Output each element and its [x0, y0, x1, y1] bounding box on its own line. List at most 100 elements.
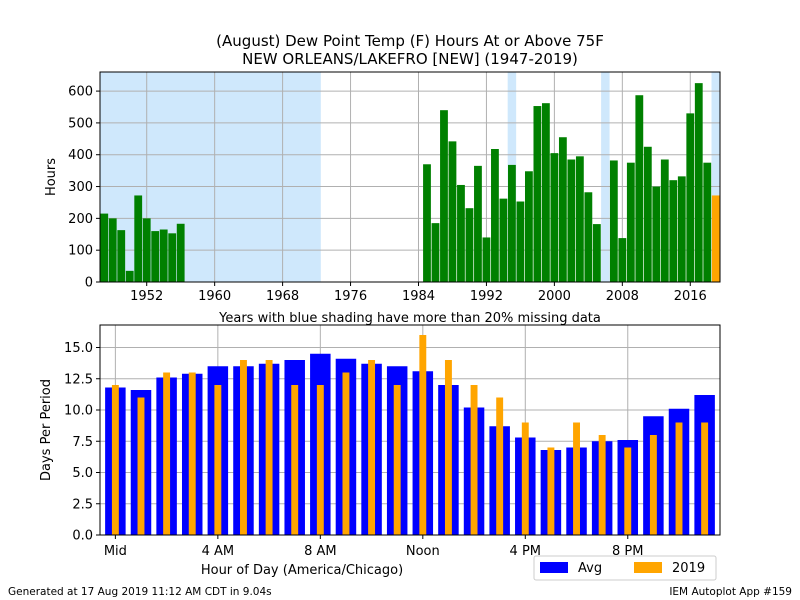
year-2019-bar-hour-22 — [675, 422, 683, 535]
year-bar-1952 — [142, 218, 151, 282]
year-bar-2016 — [686, 113, 695, 282]
top-xtick-label-2016: 2016 — [674, 289, 707, 304]
bottom-ytick-label-12.5: 12.5 — [64, 372, 93, 387]
bottom-xtick-label-16: 4 PM — [510, 544, 541, 559]
bottom-y-axis-label: Days Per Period — [39, 379, 54, 481]
year-2019-bar-hour-7 — [291, 385, 299, 535]
year-bar-2019 — [711, 195, 720, 282]
top-ytick-label-300: 300 — [68, 180, 93, 195]
missing-data-note: Years with blue shading have more than 2… — [218, 311, 601, 326]
year-bar-1994 — [499, 198, 508, 282]
year-bar-1997 — [524, 171, 533, 282]
top-ytick-label-600: 600 — [68, 85, 93, 100]
year-2019-bar-hour-19 — [598, 435, 606, 535]
year-bar-1992 — [482, 237, 491, 282]
year-bar-2000 — [550, 153, 559, 282]
year-bar-2018 — [703, 162, 712, 282]
bottom-ytick-label-10.0: 10.0 — [64, 404, 93, 419]
year-bar-1999 — [541, 103, 550, 282]
year-bar-1985 — [423, 164, 431, 282]
top-xtick-label-1992: 1992 — [470, 289, 503, 304]
year-bar-2007 — [609, 160, 618, 282]
year-2019-bar-hour-5 — [240, 360, 247, 535]
year-bar-1954 — [159, 229, 168, 282]
top-xtick-label-1968: 1968 — [266, 289, 299, 304]
bottom-ytick-label-2.5: 2.5 — [72, 497, 93, 512]
legend-label-2019: 2019 — [672, 561, 705, 576]
top-ytick-label-200: 200 — [68, 212, 93, 227]
year-bar-2008 — [618, 238, 627, 282]
year-bar-2012 — [652, 186, 661, 282]
legend: Avg 2019 — [533, 555, 717, 581]
top-xtick-label-1960: 1960 — [198, 289, 231, 304]
year-bar-1948 — [108, 218, 117, 282]
year-bar-1949 — [117, 230, 126, 282]
bottom-ytick-label-15.0: 15.0 — [64, 341, 93, 356]
year-2019-bar-hour-10 — [368, 360, 376, 535]
year-bar-2003 — [575, 156, 584, 282]
year-bar-1947 — [100, 213, 109, 282]
shaded-range-3 — [711, 72, 720, 282]
bottom-x-ticks: Mid 4 AM 8 AM Noon 4 PM 8 PM — [104, 535, 644, 559]
bottom-ytick-label-5.0: 5.0 — [72, 466, 93, 481]
year-bar-2013 — [660, 159, 669, 282]
top-ytick-label-0: 0 — [85, 276, 93, 291]
year-bar-2011 — [643, 146, 652, 282]
year-2019-bar-hour-20 — [624, 447, 632, 535]
year-2019-bar-hour-16 — [521, 422, 529, 535]
top-ytick-label-100: 100 — [68, 244, 93, 259]
top-chart: 1952 1960 1968 1976 1984 1992 2000 2008 2016 0 10… — [44, 71, 721, 326]
bottom-xtick-label-20: 8 PM — [612, 544, 643, 559]
top-xtick-label-1952: 1952 — [130, 289, 163, 304]
year-bar-1990 — [465, 208, 474, 282]
year-bar-1951 — [134, 195, 143, 282]
chart-title: (August) Dew Point Temp (F) Hours At or … — [216, 32, 604, 50]
year-bar-2015 — [677, 176, 686, 282]
year-bar-1993 — [491, 149, 499, 282]
top-xtick-label-2008: 2008 — [606, 289, 639, 304]
year-bar-1955 — [168, 233, 177, 282]
bottom-x-axis-label: Hour of Day (America/Chicago) — [201, 563, 403, 578]
top-xtick-label-1976: 1976 — [334, 289, 367, 304]
year-bar-2001 — [558, 137, 567, 282]
year-bar-1986 — [431, 223, 440, 282]
year-2019-bar-hour-3 — [188, 372, 196, 535]
top-y-axis-label: Hours — [44, 158, 59, 196]
year-bar-2004 — [584, 192, 593, 282]
top-ytick-label-400: 400 — [68, 148, 93, 163]
bottom-xtick-label-12: Noon — [406, 544, 440, 559]
year-2019-bar-hour-0 — [111, 385, 119, 535]
legend-swatch-2019 — [634, 562, 662, 573]
year-2019-bar-hour-9 — [342, 372, 350, 535]
bottom-plot-frame — [99, 324, 721, 536]
year-2019-bar-hour-12 — [419, 335, 427, 535]
year-bar-2002 — [567, 159, 576, 282]
year-2019-bar-hour-13 — [444, 360, 452, 535]
year-bar-2014 — [669, 180, 678, 282]
year-bar-1950 — [125, 270, 134, 282]
legend-swatch-avg — [540, 562, 568, 573]
top-plot-frame — [99, 71, 721, 283]
year-2019-bar-hour-17 — [547, 447, 555, 535]
top-y-ticks: 0 100 200 300 400 500 600 — [68, 85, 100, 291]
year-bar-1988 — [448, 141, 457, 282]
year-2019-bar-hour-6 — [265, 360, 273, 535]
year-2019-bar-hour-14 — [470, 385, 478, 535]
chart-subtitle: NEW ORLEANS/LAKEFRO [NEW] (1947-2019) — [242, 50, 578, 68]
year-bar-1996 — [516, 201, 525, 282]
top-ytick-label-500: 500 — [68, 116, 93, 131]
year-bar-2017 — [694, 83, 703, 283]
year-2019-bar-hour-15 — [496, 397, 504, 535]
year-2019-bar-hour-23 — [701, 422, 709, 535]
footer-generated: Generated at 17 Aug 2019 11:12 AM CDT in… — [8, 586, 272, 598]
year-bar-1987 — [440, 110, 448, 282]
top-xtick-label-1984: 1984 — [402, 289, 435, 304]
footer-app: IEM Autoplot App #159 — [669, 586, 792, 598]
year-2019-bar-hour-11 — [393, 385, 401, 535]
year-2019-bar-hour-21 — [649, 435, 657, 535]
bottom-xtick-label-8: 8 AM — [304, 544, 337, 559]
year-bar-1998 — [533, 106, 542, 282]
year-2019-bar-hour-1 — [137, 397, 145, 535]
year-bar-1995 — [508, 164, 516, 282]
